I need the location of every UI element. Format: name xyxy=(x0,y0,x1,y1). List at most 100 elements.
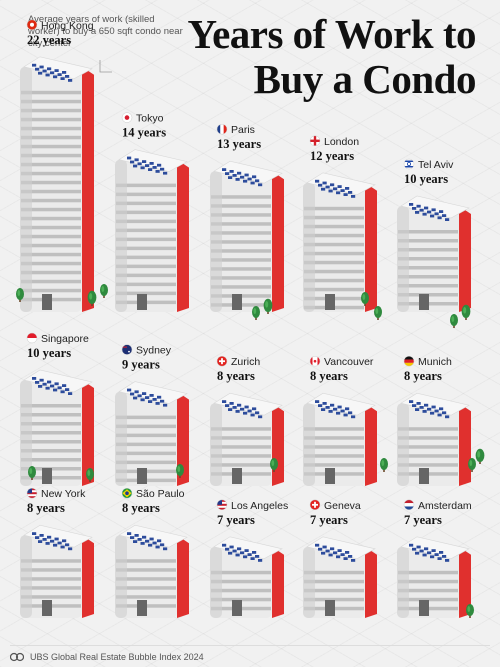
window xyxy=(60,545,65,549)
window xyxy=(330,183,335,187)
window xyxy=(439,551,444,554)
window xyxy=(32,377,37,380)
window xyxy=(62,539,67,543)
tree-icon xyxy=(28,466,36,480)
window xyxy=(424,206,429,210)
window xyxy=(145,539,150,543)
window xyxy=(337,405,342,409)
window xyxy=(47,380,52,384)
window xyxy=(315,543,320,547)
window xyxy=(345,187,350,190)
window xyxy=(333,551,338,555)
city-label: Paris xyxy=(231,124,255,136)
building-side xyxy=(82,380,94,486)
window xyxy=(133,540,138,543)
switzerland-flag-icon xyxy=(216,355,228,367)
window xyxy=(422,410,427,413)
tree-icon xyxy=(263,298,273,314)
window xyxy=(127,156,132,160)
window xyxy=(45,386,50,390)
window xyxy=(60,77,65,80)
window xyxy=(333,407,338,411)
window xyxy=(152,398,157,401)
window xyxy=(333,187,338,191)
tree-icon xyxy=(252,306,260,320)
window xyxy=(345,551,350,554)
window xyxy=(65,75,70,78)
window xyxy=(328,189,333,193)
tree-icon xyxy=(16,288,24,302)
window xyxy=(229,170,234,173)
window xyxy=(442,411,447,415)
window xyxy=(434,553,439,556)
window xyxy=(351,415,356,419)
window xyxy=(57,386,62,390)
window xyxy=(336,555,341,559)
building-side xyxy=(459,403,471,486)
window xyxy=(424,547,429,551)
value-label: 7 years xyxy=(217,513,255,527)
window xyxy=(53,75,58,79)
building-zurich xyxy=(210,392,284,486)
window xyxy=(39,65,44,69)
value-label: 13 years xyxy=(217,137,261,151)
window xyxy=(232,549,237,553)
building-side xyxy=(459,206,471,312)
tree-icon xyxy=(86,468,94,482)
window xyxy=(38,385,43,388)
window xyxy=(340,409,345,413)
window xyxy=(255,411,260,415)
window xyxy=(427,407,432,411)
window xyxy=(140,166,145,170)
window xyxy=(322,181,327,185)
window xyxy=(222,543,227,547)
window xyxy=(50,384,55,388)
israel-flag-icon xyxy=(403,158,415,170)
window xyxy=(60,390,65,394)
building-s-o-paulo xyxy=(115,524,189,618)
window xyxy=(416,545,421,549)
building-side xyxy=(82,66,94,312)
city-label: Tel Aviv xyxy=(418,159,454,171)
window xyxy=(160,399,165,403)
window xyxy=(240,407,245,411)
window xyxy=(415,551,420,555)
window xyxy=(412,404,417,407)
window xyxy=(222,400,227,403)
window xyxy=(322,545,327,549)
value-label: 7 years xyxy=(404,513,442,527)
japan-flag-icon xyxy=(121,112,133,123)
window xyxy=(416,402,421,405)
window xyxy=(348,191,353,194)
window xyxy=(62,384,67,387)
building-tokyo xyxy=(115,149,189,312)
city-label: Sydney xyxy=(136,345,172,357)
window xyxy=(427,210,432,214)
window xyxy=(427,551,432,555)
leader-line xyxy=(99,60,112,73)
window xyxy=(415,408,420,411)
window xyxy=(229,402,234,405)
window xyxy=(62,71,67,74)
window xyxy=(148,168,153,171)
window xyxy=(148,400,153,403)
city-label: Amsterdam xyxy=(418,500,472,512)
building-side xyxy=(177,391,189,486)
window xyxy=(228,408,233,411)
window xyxy=(149,537,154,541)
window xyxy=(252,407,257,411)
window xyxy=(47,535,52,539)
window xyxy=(237,171,242,175)
window xyxy=(65,388,70,391)
window xyxy=(351,195,356,198)
netherlands-flag-icon xyxy=(403,499,415,511)
window xyxy=(35,536,40,539)
city-label: London xyxy=(324,136,359,148)
window xyxy=(149,394,154,397)
window xyxy=(228,551,233,555)
window xyxy=(336,411,341,415)
value-label: 8 years xyxy=(404,369,442,383)
window xyxy=(412,547,417,551)
window xyxy=(343,413,348,417)
